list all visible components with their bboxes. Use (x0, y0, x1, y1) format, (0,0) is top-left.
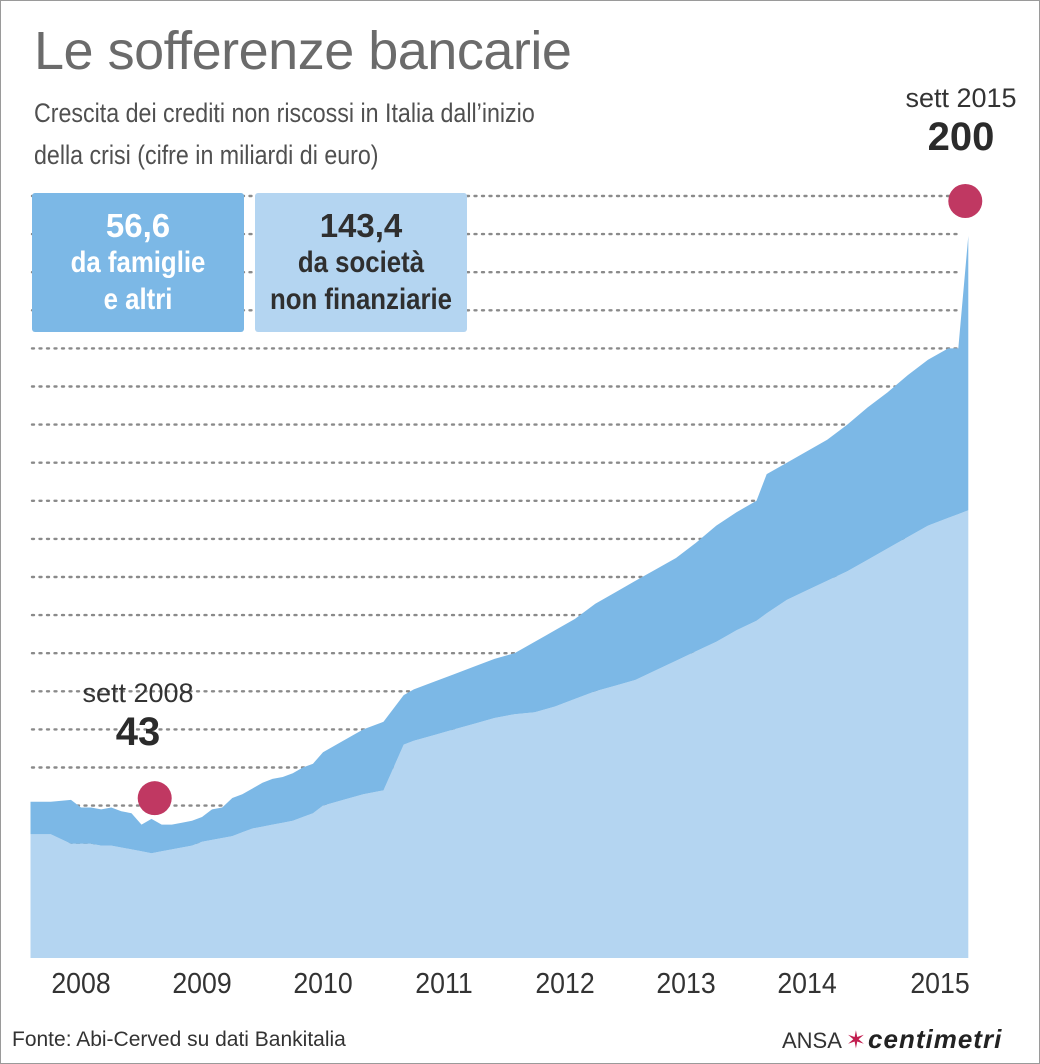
logo-star-icon: ✶ (845, 1027, 867, 1054)
marker-sett-2008 (137, 781, 172, 816)
legend-households: 56,6 da famiglie e altri (32, 193, 244, 332)
annotation-sett-2015: sett 2015 200 (886, 82, 1036, 160)
legend-companies: 143,4 da società non finanziarie (255, 193, 467, 332)
x-tick-label-2010: 2010 (293, 968, 353, 1000)
x-tick-label-2008: 2008 (51, 968, 111, 1000)
x-tick-label-2013: 2013 (656, 968, 716, 1000)
legend-households-value: 56,6 (105, 207, 171, 244)
subtitle-line-2: della crisi (cifre in miliardi di euro) (34, 140, 379, 170)
annotation-2008-value: 43 (115, 710, 161, 754)
x-tick-label-2012: 2012 (535, 968, 595, 1000)
annotation-2008-date: sett 2008 (82, 678, 194, 708)
subtitle-line-1: Crescita dei crediti non riscossi in Ita… (34, 98, 535, 128)
marker-sett-2015 (948, 184, 983, 218)
legend-companies-value: 143,4 (319, 207, 403, 244)
legend-households-label-1: da famiglie (70, 246, 206, 279)
x-tick-label-2014: 2014 (777, 968, 837, 1000)
annotation-sett-2008: sett 2008 43 (68, 677, 208, 755)
x-tick-label-2011: 2011 (415, 968, 473, 1000)
legend-households-label-2: e altri (103, 283, 173, 316)
source-note: Fonte: Abi-Cerved su dati Bankitalia (12, 1028, 346, 1051)
chart-title: Le sofferenze bancarie (34, 21, 572, 81)
logo-ansa-text: ANSA (782, 1028, 842, 1053)
chart-subtitle: Crescita dei crediti non riscossi in Ita… (34, 92, 619, 176)
x-tick-label-2015: 2015 (910, 968, 970, 1000)
x-tick-label-2009: 2009 (172, 968, 232, 1000)
legend-companies-label-2: non finanziarie (269, 283, 453, 316)
logo-brand-text: centimetri (868, 1024, 1003, 1054)
area-series-companies (30, 510, 969, 958)
area-series-households (30, 236, 969, 854)
legend-companies-label-1: da società (297, 246, 425, 279)
ansa-centimetri-logo: ANSA ✶centimetri (782, 1024, 1002, 1055)
annotation-2015-value: 200 (927, 115, 995, 159)
annotation-2015-date: sett 2015 (905, 83, 1017, 113)
